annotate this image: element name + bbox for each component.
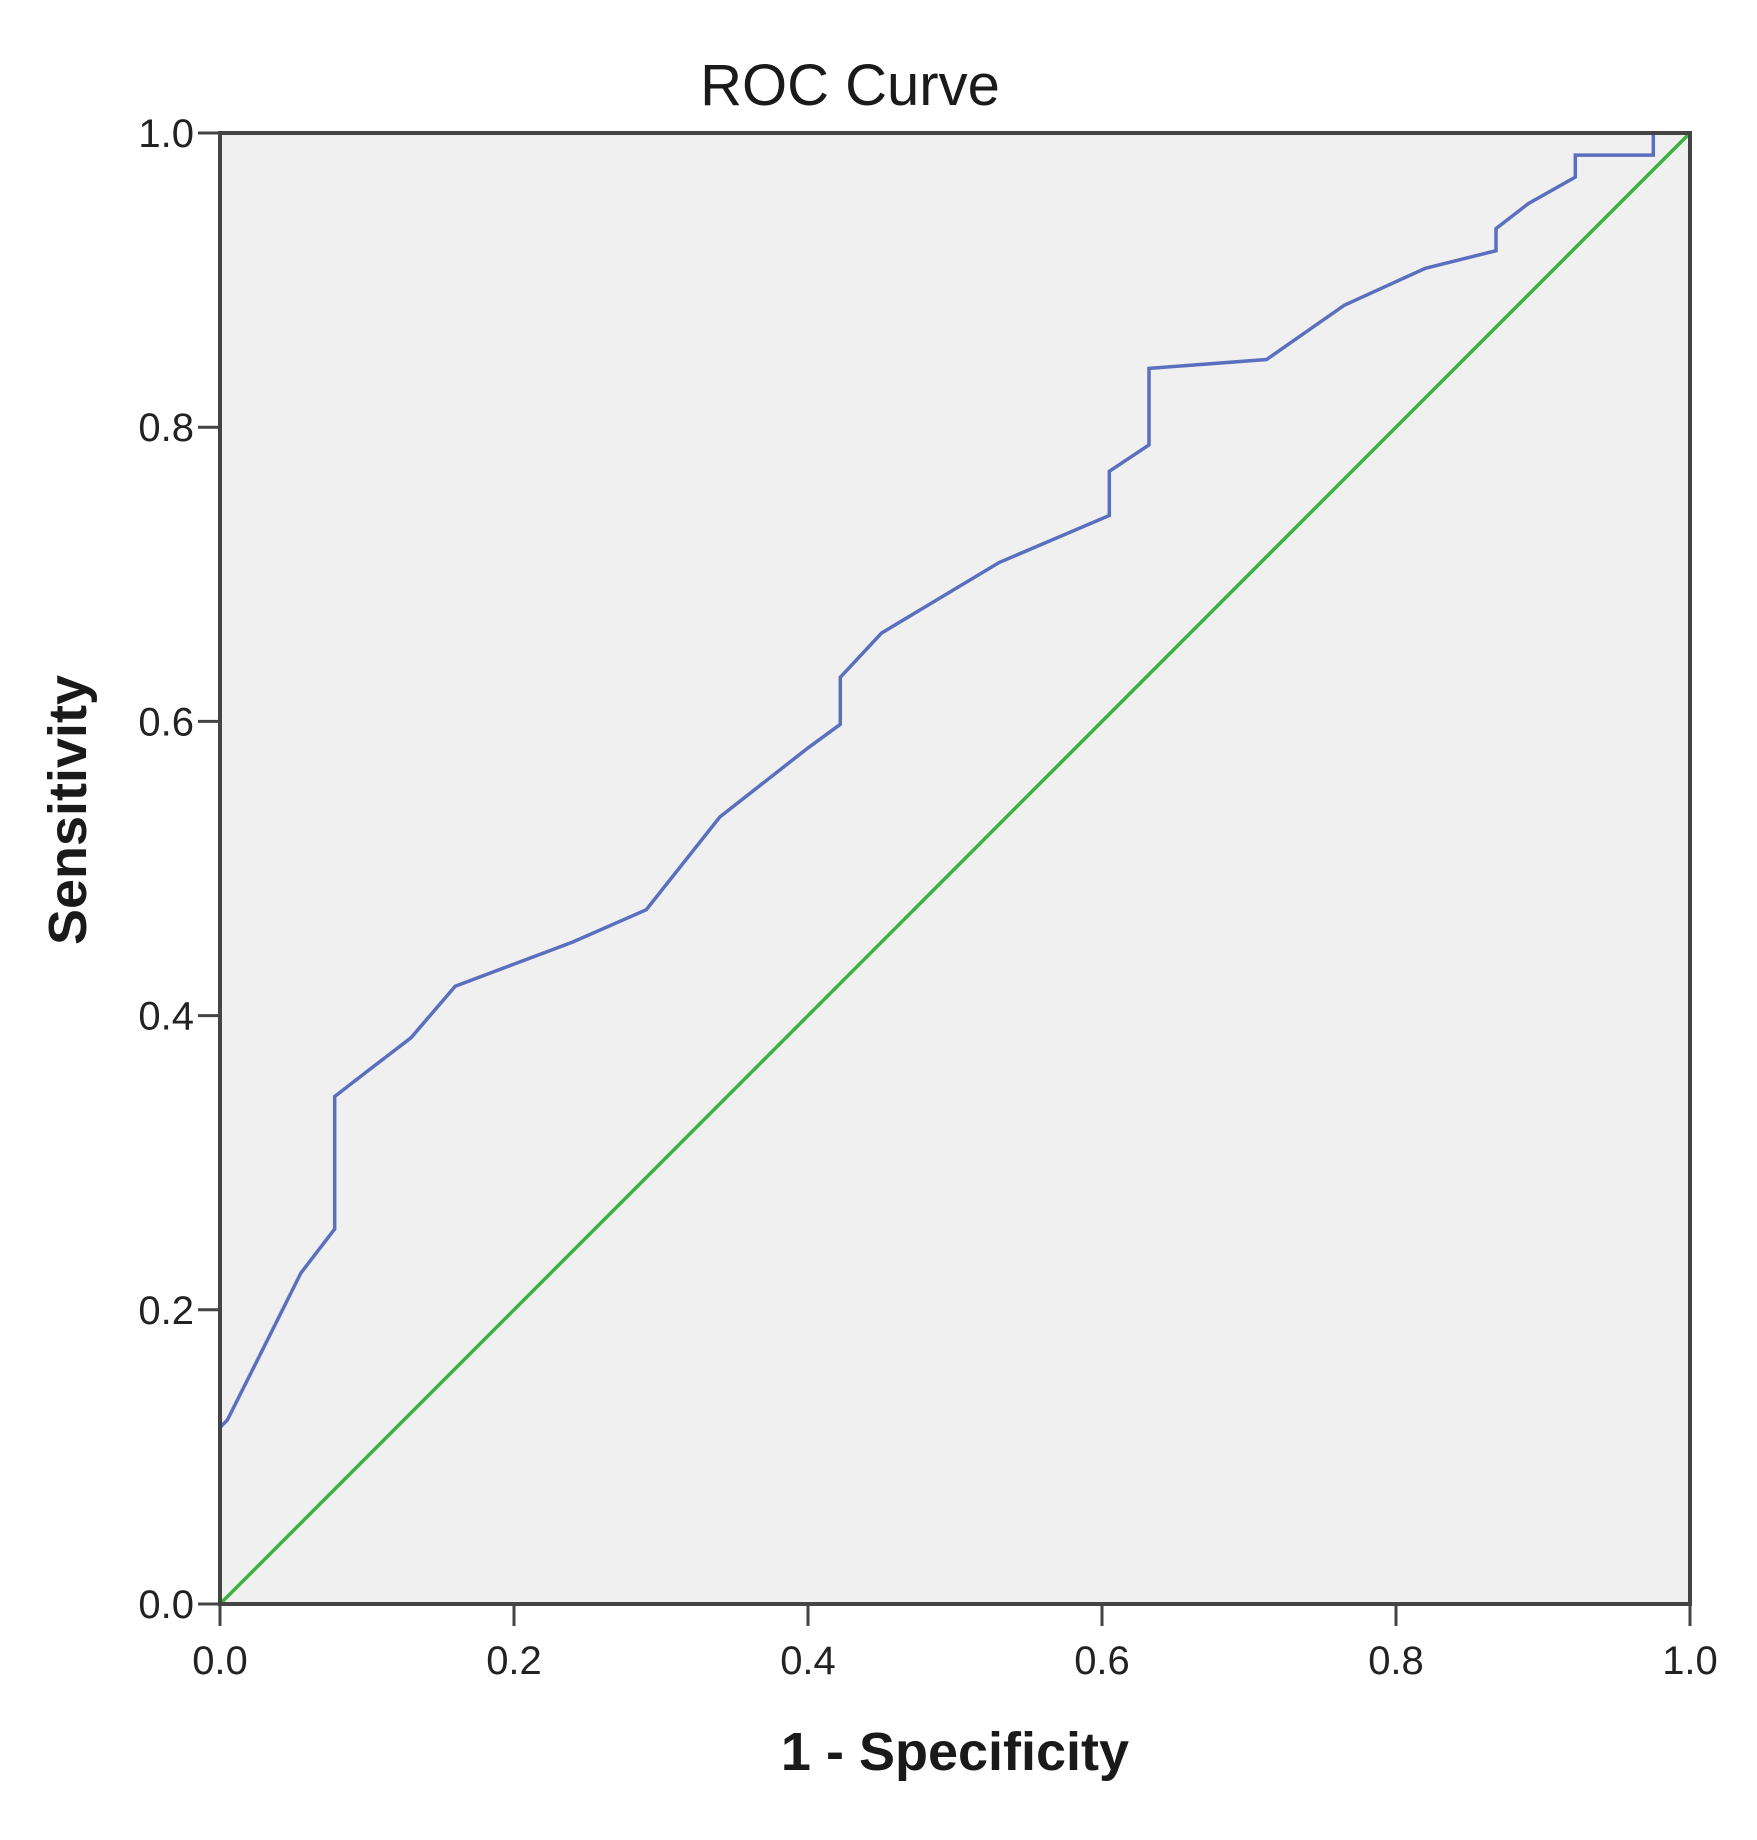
x-tick-label: 0.8 xyxy=(1368,1639,1424,1683)
reference-diagonal-line xyxy=(218,131,1692,1606)
x-tick-label: 0.6 xyxy=(1074,1639,1130,1683)
y-axis-label: Sensitivity xyxy=(38,675,98,945)
y-tick-label: 0.8 xyxy=(138,406,194,450)
roc-curve-line xyxy=(218,131,1690,1604)
chart-title: ROC Curve xyxy=(700,53,1000,118)
x-axis-label: 1 - Specificity xyxy=(781,1722,1129,1782)
y-tick-label: 0.6 xyxy=(138,700,194,744)
y-tick-label: 0.2 xyxy=(138,1289,194,1333)
x-tick-label: 0.0 xyxy=(192,1639,248,1683)
y-axis-ticks: 0.0 0.2 0.4 0.6 0.8 1.0 xyxy=(138,112,220,1627)
y-tick-label: 0.0 xyxy=(138,1583,194,1627)
x-tick-label: 0.2 xyxy=(486,1639,542,1683)
x-axis-ticks: 0.0 0.2 0.4 0.6 0.8 1.0 xyxy=(192,1604,1718,1683)
plot-frame xyxy=(218,131,1692,1606)
x-tick-label: 1.0 xyxy=(1662,1639,1718,1683)
y-tick-label: 0.4 xyxy=(138,995,194,1039)
x-tick-label: 0.4 xyxy=(780,1639,836,1683)
y-tick-label: 1.0 xyxy=(138,112,194,156)
